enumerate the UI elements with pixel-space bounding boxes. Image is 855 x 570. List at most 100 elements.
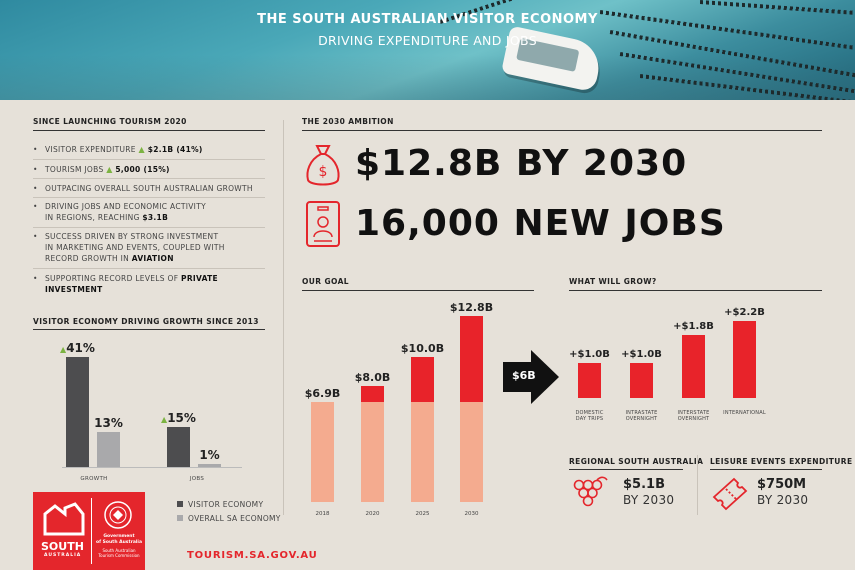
goal-bar-base xyxy=(460,401,483,502)
tick-label-growth: GROWTH xyxy=(80,476,108,482)
page-title: THE SOUTH AUSTRALIAN VISITOR ECONOMY xyxy=(257,12,598,27)
svg-text:$: $ xyxy=(319,164,328,180)
id-badge-icon xyxy=(306,201,340,247)
ambition-heading: THE 2030 AMBITION xyxy=(302,117,394,126)
grow-bar xyxy=(682,335,705,398)
bar-overall-sa-economy xyxy=(198,464,221,467)
grow-tick-label: INTRASTATE OVERNIGHT xyxy=(616,410,667,422)
grow-tick-label: DOMESTIC DAY TRIPS xyxy=(564,410,615,422)
grow-tick-line: INTERSTATE xyxy=(677,410,710,416)
bullet-visitor-expenditure: • VISITOR EXPENDITURE ▲ $2.1B (41%) xyxy=(33,145,203,154)
ticket-icon xyxy=(712,477,748,511)
goal-bar-base xyxy=(361,401,384,502)
ambition-expenditure: $12.8B BY 2030 xyxy=(355,143,688,184)
goal-data-label: $6.9B xyxy=(304,386,341,400)
up-arrow-icon: ▲ xyxy=(161,414,168,424)
divider xyxy=(33,329,265,330)
divider xyxy=(33,268,265,269)
axis-line xyxy=(62,467,242,468)
bar-visitor-economy xyxy=(167,426,190,467)
divider xyxy=(302,130,822,131)
data-label-text: 15% xyxy=(167,410,196,425)
grow-bar xyxy=(578,363,601,398)
regional-value: $5.1B xyxy=(623,477,665,492)
goal-tick-label: 2020 xyxy=(365,511,380,517)
divider xyxy=(33,159,265,160)
grow-data-label: +$2.2B xyxy=(724,307,765,318)
grow-tick-label: INTERSTATE OVERNIGHT xyxy=(668,410,719,422)
grow-tick-line: OVERNIGHT xyxy=(625,416,658,422)
goal-data-label: $10.0B xyxy=(400,341,445,355)
divider xyxy=(569,290,822,291)
regional-heading: REGIONAL SOUTH AUSTRALIA xyxy=(569,457,704,466)
bar-overall-sa-economy xyxy=(97,432,120,467)
divider xyxy=(33,197,265,198)
bullet-tourism-jobs: • TOURISM JOBS ▲ 5,000 (15%) xyxy=(33,165,170,174)
data-label: 13% xyxy=(85,416,132,430)
bar-visitor-economy xyxy=(66,357,89,467)
government-crest-icon xyxy=(104,501,132,529)
legend-swatch-visitor xyxy=(177,501,183,507)
bullet-outpacing: • OUTPACING OVERALL SOUTH AUSTRALIAN GRO… xyxy=(33,184,253,193)
data-label-text: 41% xyxy=(66,341,95,355)
ambition-jobs: 16,000 NEW JOBS xyxy=(355,203,726,244)
goal-data-label: $8.0B xyxy=(354,370,391,384)
legend-visitor-economy: VISITOR ECONOMY xyxy=(188,500,264,509)
divider xyxy=(33,130,265,131)
divider xyxy=(302,290,534,291)
grow-tick-line: DOMESTIC xyxy=(575,410,604,416)
hero-photo: THE SOUTH AUSTRALIAN VISITOR ECONOMY DRI… xyxy=(0,0,855,100)
column-divider xyxy=(283,120,284,515)
bullet-private-investment: • SUPPORTING RECORD LEVELS OF PRIVATE IN… xyxy=(33,274,218,294)
events-sub: BY 2030 xyxy=(757,493,809,507)
goal-bar-base xyxy=(411,401,434,502)
goal-chart-heading: OUR GOAL xyxy=(302,277,349,286)
goal-tick-label: 2018 xyxy=(315,511,330,517)
since-launch-heading: SINCE LAUNCHING TOURISM 2020 xyxy=(33,117,187,126)
regional-sub: BY 2030 xyxy=(623,493,675,507)
up-arrow-icon: ▲ xyxy=(106,165,113,174)
arrow-right-icon xyxy=(503,350,559,404)
events-value: $750M xyxy=(757,477,807,492)
bullet-investment: • SUCCESS DRIVEN BY STRONG INVESTMENT IN … xyxy=(33,232,225,263)
page-subtitle: DRIVING EXPENDITURE AND JOBS xyxy=(318,33,537,48)
stat-divider xyxy=(697,455,698,515)
grow-data-label: +$1.8B xyxy=(673,321,714,332)
divider xyxy=(33,227,265,228)
data-label: ▲15% xyxy=(155,411,202,425)
grow-tick-line: DAY TRIPS xyxy=(575,416,604,422)
legend-swatch-overall xyxy=(177,515,183,521)
government-label: Government of South Australia xyxy=(96,534,142,545)
goal-bar-growth xyxy=(460,316,483,402)
goal-bar-growth xyxy=(361,385,384,402)
money-bag-icon: $ xyxy=(306,145,340,186)
grow-data-label: +$1.0B xyxy=(621,349,662,360)
divider xyxy=(710,469,822,470)
up-arrow-icon: ▲ xyxy=(60,345,67,354)
tick-label-jobs: JOBS xyxy=(189,476,205,482)
south-australia-logo: SOUTH AUSTRALIA Government of South Aust… xyxy=(33,492,145,570)
events-heading: LEISURE EVENTS EXPENDITURE xyxy=(710,457,853,466)
goal-bar-base xyxy=(311,401,334,502)
legend-overall-sa-economy: OVERALL SA ECONOMY xyxy=(188,514,281,523)
grow-chart-heading: WHAT WILL GROW? xyxy=(569,277,657,286)
website-link[interactable]: TOURISM.SA.GOV.AU xyxy=(187,550,318,561)
logo-divider xyxy=(91,498,92,564)
grow-data-label: +$1.0B xyxy=(569,349,610,360)
growth-chart-heading: VISITOR ECONOMY DRIVING GROWTH SINCE 201… xyxy=(33,317,259,326)
data-label: ▲41% xyxy=(54,341,101,355)
goal-tick-label: 2025 xyxy=(415,511,430,517)
arrow-label: $6B xyxy=(512,369,536,382)
goal-bar-growth xyxy=(411,356,434,402)
grapes-icon xyxy=(573,476,608,507)
brand-sub: AUSTRALIA xyxy=(44,553,82,558)
commission-label: South Australian Tourism Commission xyxy=(98,548,140,558)
sa-outline-icon xyxy=(43,502,85,536)
divider xyxy=(33,178,265,179)
grow-bar xyxy=(733,321,756,398)
goal-tick-label: 2030 xyxy=(464,511,479,517)
up-arrow-icon: ▲ xyxy=(138,145,145,154)
data-label: 1% xyxy=(186,448,233,462)
bullet-regions: • DRIVING JOBS AND ECONOMIC ACTIVITY IN R… xyxy=(33,202,206,222)
grow-tick-line: INTERNATIONAL xyxy=(723,410,766,416)
